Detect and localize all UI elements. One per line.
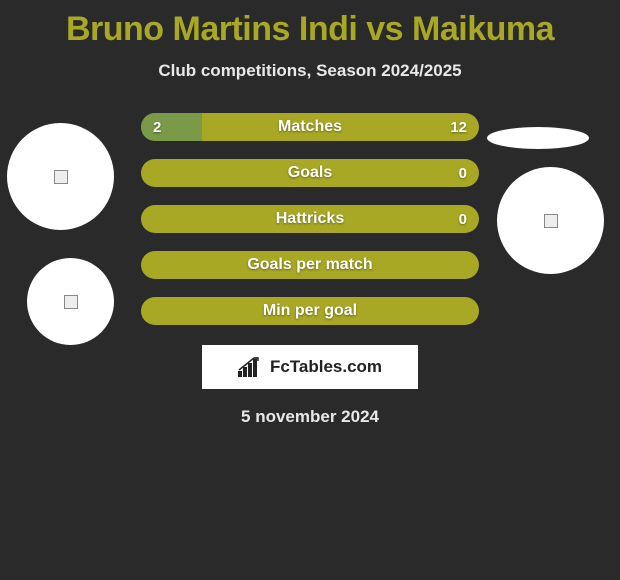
page-title: Bruno Martins Indi vs Maikuma xyxy=(0,0,620,49)
player2-avatar xyxy=(497,167,604,274)
image-placeholder-icon xyxy=(64,295,78,309)
stat-bar: Matches2 12 xyxy=(141,113,479,141)
stat-bar-right-value: 12 xyxy=(450,113,467,141)
stat-bar-label: Matches xyxy=(141,113,479,141)
brand-text: FcTables.com xyxy=(270,357,382,377)
stat-bar-right-value: 0 xyxy=(459,205,467,233)
brand-attribution: FcTables.com xyxy=(202,345,418,389)
image-placeholder-icon xyxy=(544,214,558,228)
stat-bar-left-value: 2 xyxy=(153,113,161,141)
stat-bar: Goals0 xyxy=(141,159,479,187)
player1-club xyxy=(27,258,114,345)
brand-chart-icon xyxy=(238,357,264,377)
stat-bar-label: Hattricks xyxy=(141,205,479,233)
subtitle: Club competitions, Season 2024/2025 xyxy=(0,61,620,81)
stat-bar: Goals per match xyxy=(141,251,479,279)
stat-bar-label: Goals xyxy=(141,159,479,187)
player1-avatar xyxy=(7,123,114,230)
player2-club xyxy=(487,127,589,149)
image-placeholder-icon xyxy=(54,170,68,184)
stat-bar-right-value: 0 xyxy=(459,159,467,187)
stat-bar: Hattricks0 xyxy=(141,205,479,233)
stat-bar-label: Goals per match xyxy=(141,251,479,279)
date-label: 5 november 2024 xyxy=(0,407,620,427)
stat-bar-label: Min per goal xyxy=(141,297,479,325)
comparison-bars: Matches212Goals0Hattricks0Goals per matc… xyxy=(141,113,479,325)
stat-bar: Min per goal xyxy=(141,297,479,325)
